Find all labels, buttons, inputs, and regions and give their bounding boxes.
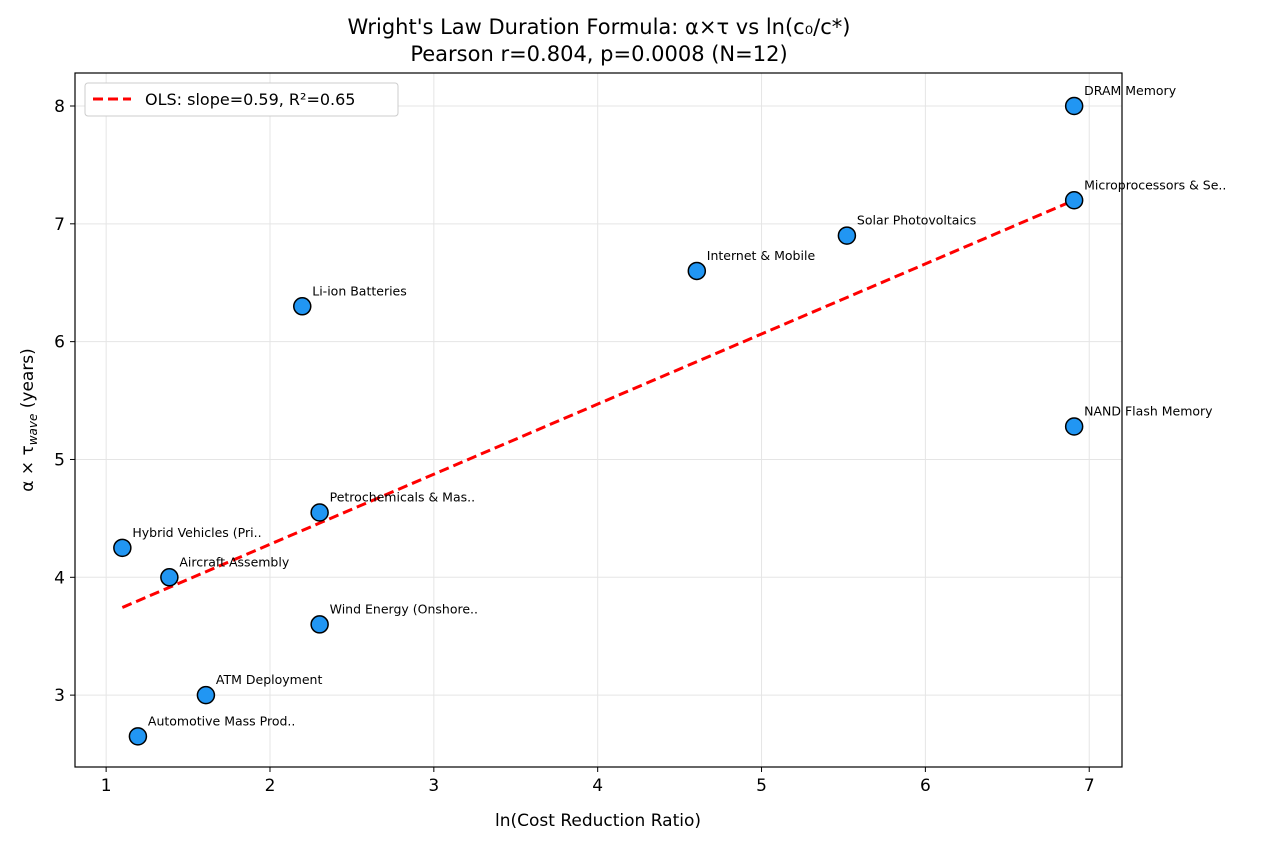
y-tick-label: 7 bbox=[54, 215, 65, 235]
data-point bbox=[160, 568, 179, 587]
y-label-main: α × τ bbox=[18, 445, 38, 492]
x-tick-label: 2 bbox=[265, 776, 276, 796]
legend: OLS: slope=0.59, R²=0.65 bbox=[84, 82, 399, 117]
chart-subtitle: Pearson r=0.804, p=0.0008 (N=12) bbox=[410, 42, 787, 66]
y-label-suffix: (years) bbox=[18, 348, 38, 413]
point-label: Aircraft Assembly bbox=[179, 554, 289, 569]
data-point bbox=[1064, 191, 1084, 210]
ticks: 1 2 3 4 5 6 7 3 4 5 6 7 8 bbox=[54, 97, 1094, 796]
data-point bbox=[310, 615, 329, 634]
x-tick-label: 5 bbox=[756, 776, 767, 796]
points-group: DRAM Memory Microprocessors & Se.. Solar P… bbox=[113, 83, 1226, 746]
data-point bbox=[128, 727, 148, 746]
x-axis-label: ln(Cost Reduction Ratio) bbox=[495, 811, 701, 831]
point-label: Solar Photovoltaics bbox=[857, 213, 976, 228]
fit-line-group bbox=[121, 198, 1075, 609]
y-tick-label: 5 bbox=[54, 450, 65, 470]
point-label: Wind Energy (Onshore.. bbox=[330, 601, 478, 616]
y-tick-label: 4 bbox=[54, 568, 65, 588]
legend-box bbox=[84, 82, 399, 117]
data-point bbox=[687, 261, 707, 281]
data-point bbox=[310, 503, 329, 522]
x-tick-label: 7 bbox=[1084, 776, 1095, 796]
data-point bbox=[113, 538, 132, 558]
y-tick-label: 6 bbox=[54, 333, 65, 353]
data-point bbox=[1064, 417, 1084, 436]
point-label: Hybrid Vehicles (Pri.. bbox=[132, 525, 261, 540]
y-tick-label: 3 bbox=[54, 686, 65, 706]
y-axis-label: α × τwave (years) bbox=[18, 348, 40, 492]
y-label-sub: wave bbox=[26, 414, 40, 446]
point-label: NAND Flash Memory bbox=[1084, 403, 1213, 418]
chart-title: Wright's Law Duration Formula: α×τ vs ln… bbox=[348, 15, 851, 39]
ols-fit-line bbox=[121, 198, 1075, 609]
x-tick-label: 6 bbox=[920, 776, 931, 796]
grid bbox=[75, 73, 1122, 767]
data-point bbox=[196, 685, 216, 705]
legend-fit-label: OLS: slope=0.59, R²=0.65 bbox=[145, 90, 355, 109]
data-point bbox=[293, 297, 312, 316]
point-label: Microprocessors & Se.. bbox=[1084, 177, 1226, 192]
x-tick-label: 3 bbox=[428, 776, 439, 796]
plot-frame bbox=[74, 72, 1123, 768]
data-point bbox=[1064, 96, 1084, 116]
x-tick-label: 1 bbox=[101, 776, 112, 796]
point-label: DRAM Memory bbox=[1084, 83, 1177, 98]
data-point bbox=[837, 226, 857, 245]
y-tick-label: 8 bbox=[54, 97, 65, 117]
point-label: Internet & Mobile bbox=[707, 248, 816, 263]
point-label: Automotive Mass Prod.. bbox=[148, 713, 295, 728]
point-label: ATM Deployment bbox=[216, 672, 323, 687]
point-label: Petrochemicals & Mas.. bbox=[330, 489, 475, 504]
x-tick-label: 4 bbox=[592, 776, 603, 796]
point-label: Li-ion Batteries bbox=[312, 283, 407, 298]
